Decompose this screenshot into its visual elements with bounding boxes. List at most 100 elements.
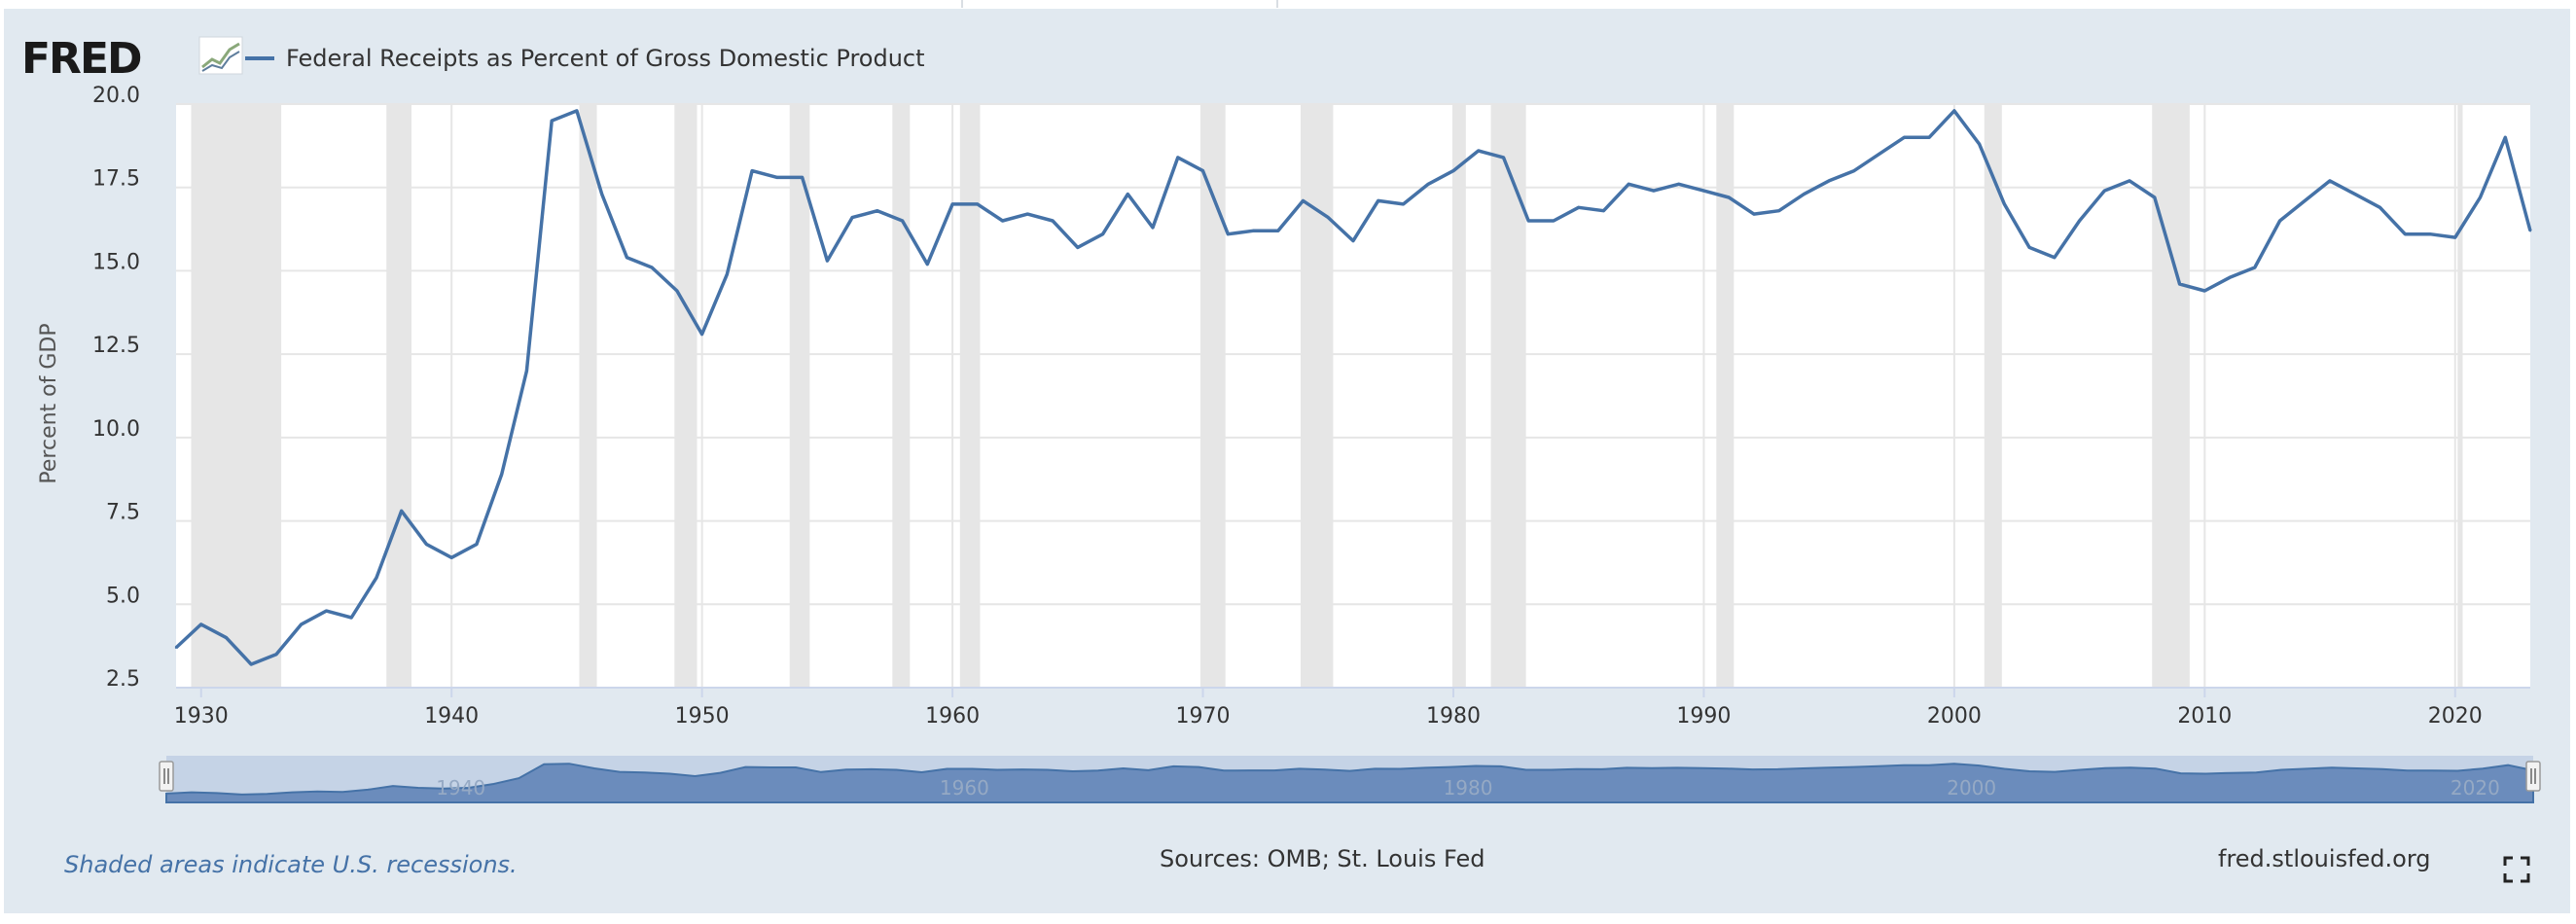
data-point: [1427, 183, 1430, 186]
data-point: [1051, 219, 1055, 223]
data-point: [1402, 202, 1405, 206]
fullscreen-icon[interactable]: [2502, 855, 2531, 884]
data-point: [2479, 195, 2482, 199]
y-tick-label: 7.5: [106, 501, 140, 525]
data-point: [901, 219, 904, 223]
data-point: [2103, 189, 2106, 193]
data-point: [2379, 206, 2381, 209]
plot-area: [176, 104, 2530, 688]
data-point: [1552, 219, 1556, 223]
top-divider: [1276, 0, 1278, 8]
recession-band: [386, 104, 411, 688]
data-point: [1752, 212, 1756, 216]
y-tick-label: 2.5: [106, 667, 140, 692]
recession-band: [1490, 104, 1526, 688]
data-point: [2278, 219, 2281, 223]
data-point: [2428, 232, 2432, 235]
data-point: [1927, 136, 1931, 139]
data-point: [225, 636, 228, 639]
data-point: [250, 662, 253, 666]
data-point: [1302, 199, 1305, 202]
data-point: [2003, 202, 2006, 206]
data-point: [199, 622, 202, 626]
y-tick-label: 5.0: [106, 584, 140, 608]
data-point: [1127, 193, 1129, 195]
data-point: [1727, 195, 1731, 199]
data-point: [525, 370, 528, 373]
recession-band: [1984, 104, 2002, 688]
data-point: [1652, 189, 1656, 193]
navigator-tick-label: 1960: [940, 776, 989, 800]
navigator-series: [165, 763, 2534, 803]
navigator-tick-label: 1940: [436, 776, 485, 800]
data-point: [2228, 276, 2232, 279]
data-point: [2453, 235, 2456, 239]
data-point: [650, 266, 654, 269]
data-point: [1602, 209, 1605, 212]
data-point: [1577, 206, 1580, 209]
data-point: [400, 510, 403, 513]
data-point: [1827, 179, 1831, 183]
data-point: [2078, 219, 2081, 223]
legend-label: Federal Receipts as Percent of Gross Dom…: [286, 45, 925, 72]
data-point: [2404, 232, 2407, 235]
data-point: [1502, 156, 1505, 160]
data-point: [375, 576, 378, 580]
data-point: [1377, 199, 1379, 202]
data-point: [775, 176, 779, 179]
data-point: [2128, 179, 2131, 183]
recession-note: Shaded areas indicate U.S. recessions.: [64, 851, 518, 878]
data-point: [1351, 239, 1355, 242]
data-point: [926, 263, 929, 266]
data-point: [850, 216, 854, 219]
data-point: [300, 622, 303, 626]
data-point: [1803, 193, 1806, 195]
x-tick-label: 1960: [925, 704, 980, 729]
data-point: [1852, 169, 1856, 172]
navigator-tick-label: 1980: [1444, 776, 1493, 800]
recession-band: [674, 104, 698, 688]
x-tick-label: 2010: [2177, 704, 2232, 729]
x-tick-label: 2000: [1927, 704, 1982, 729]
data-point: [1176, 156, 1179, 160]
recession-band: [1300, 104, 1334, 688]
data-point: [449, 556, 453, 559]
data-point: [174, 646, 178, 650]
data-point: [1327, 216, 1330, 219]
recession-band: [2152, 104, 2190, 688]
y-tick-label: 20.0: [92, 84, 140, 108]
data-point: [1527, 219, 1530, 223]
data-point: [1477, 149, 1480, 153]
recession-band: [1199, 104, 1226, 688]
data-point: [2178, 282, 2181, 286]
data-point: [325, 609, 328, 613]
data-point: [475, 543, 479, 546]
navigator-tick-label: 2000: [1947, 776, 1996, 800]
site-link[interactable]: fred.stlouisfed.org: [2218, 845, 2431, 872]
data-point: [700, 333, 703, 336]
navigator-right-handle[interactable]: [2525, 761, 2541, 792]
navigator-left-handle[interactable]: [159, 761, 174, 792]
data-point: [876, 209, 879, 212]
data-point: [1276, 230, 1279, 232]
data-point: [1903, 136, 1906, 139]
y-tick-label: 12.5: [92, 334, 140, 358]
data-point: [1702, 189, 1705, 193]
data-point: [550, 119, 554, 123]
recession-band: [579, 104, 597, 688]
data-point: [500, 473, 503, 476]
data-point: [1251, 230, 1255, 232]
chart-panel: FRED Federal Receipts as Percent of Gros…: [4, 9, 2570, 913]
data-point: [1026, 212, 1029, 216]
data-point: [1151, 226, 1155, 230]
y-axis-title: Percent of GDP: [37, 323, 61, 483]
recession-band: [1452, 104, 1466, 688]
top-strip: [0, 0, 2576, 8]
y-tick-label: 10.0: [92, 417, 140, 442]
y-tick-label: 15.0: [92, 250, 140, 274]
fred-logo[interactable]: FRED: [21, 30, 243, 89]
data-point: [626, 256, 628, 259]
data-point: [1627, 183, 1630, 186]
data-point: [2027, 246, 2031, 249]
recession-band: [1716, 104, 1735, 688]
